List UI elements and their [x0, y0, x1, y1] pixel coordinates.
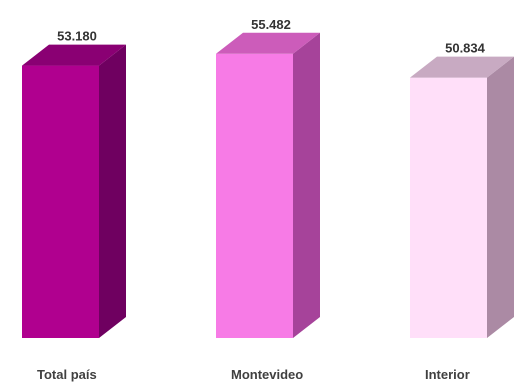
category-label-total-pais: Total país: [37, 367, 97, 382]
bar-total-pais: [22, 44, 126, 338]
bar-top-montevideo: [216, 32, 320, 54]
bar-top-total-pais: [22, 44, 126, 66]
bar-top-interior: [410, 56, 514, 78]
data-label-interior: 50.834: [445, 41, 486, 56]
data-label-total-pais: 53.180: [57, 29, 97, 44]
bar-front-interior: [410, 77, 487, 339]
bar-front-total-pais: [22, 65, 99, 338]
category-label-interior: Interior: [425, 367, 470, 382]
bar-side-montevideo: [293, 32, 320, 338]
bar-interior: [410, 56, 514, 339]
category-label-montevideo: Montevideo: [231, 367, 303, 382]
data-label-montevideo: 55.482: [251, 17, 291, 32]
bar-montevideo: [216, 32, 320, 338]
bar-side-total-pais: [99, 44, 126, 338]
bar-front-montevideo: [216, 53, 293, 338]
bar-side-interior: [487, 56, 514, 339]
